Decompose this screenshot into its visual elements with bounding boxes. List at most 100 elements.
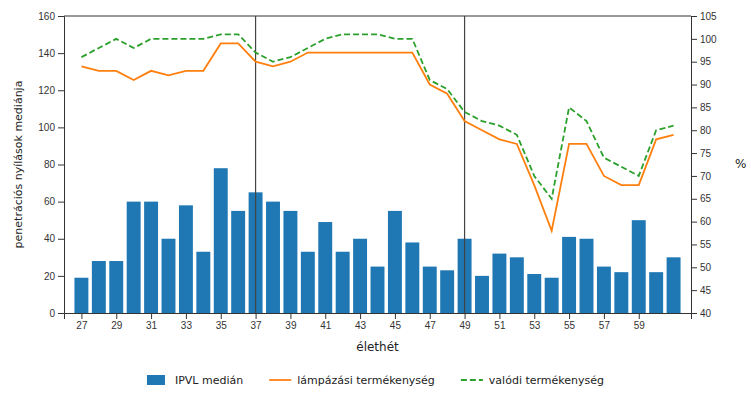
tick-mark [691, 130, 697, 131]
tick: 53 [529, 313, 541, 331]
tick: 55 [691, 239, 712, 250]
bar [440, 270, 454, 313]
x-axis-line [65, 314, 692, 320]
bar [527, 274, 541, 313]
tick: 37 [251, 313, 263, 331]
tick: 100 [691, 34, 717, 45]
tick-label: 100 [700, 34, 717, 45]
tick-label: 27 [76, 320, 88, 331]
tick-mark [186, 313, 187, 319]
tick-mark [58, 127, 64, 128]
bar [127, 202, 141, 313]
tick-mark [116, 313, 117, 319]
bar [580, 239, 594, 313]
tick: 0 [49, 308, 64, 319]
legend-item: valódi termékenység [461, 374, 604, 387]
tick: 100 [38, 122, 64, 133]
tick-mark [604, 313, 605, 319]
bar [162, 239, 176, 313]
tick: 160 [38, 11, 64, 22]
tick: 50 [691, 262, 712, 273]
tick-label: 75 [700, 148, 712, 159]
tick-mark [569, 313, 570, 319]
tick: 60 [691, 216, 712, 227]
bar [301, 252, 315, 313]
bar [614, 272, 628, 313]
tick: 43 [355, 313, 367, 331]
bar [318, 222, 332, 313]
bar [144, 202, 158, 313]
bar [667, 257, 681, 313]
bar [92, 261, 106, 313]
legend-item: lámpázási termékenység [269, 374, 435, 387]
y-axis-title: penetrációs nyílások mediánja [12, 81, 25, 249]
tick-mark [58, 53, 64, 54]
legend-item: IPVL medián [147, 374, 243, 387]
tick-mark [691, 267, 697, 268]
tick-label: 31 [146, 320, 158, 331]
bar [266, 202, 280, 313]
tick-mark [256, 313, 257, 319]
tick-mark [58, 313, 64, 314]
tick-mark [691, 290, 697, 291]
tick-label: 29 [111, 320, 123, 331]
tick-mark [360, 313, 361, 319]
chart: 2729313335373941434547495153555759020406… [0, 0, 751, 393]
tick-label: 45 [700, 285, 712, 296]
tick-label: 51 [494, 320, 506, 331]
tick: 90 [691, 79, 712, 90]
tick-mark [81, 313, 82, 319]
bar [597, 267, 611, 313]
tick-label: 65 [700, 193, 712, 204]
tick: 35 [216, 313, 228, 331]
tick-mark [465, 313, 466, 319]
tick-label: 80 [700, 125, 712, 136]
bar [196, 252, 210, 313]
tick: 33 [181, 313, 193, 331]
bar [649, 272, 663, 313]
tick: 70 [691, 171, 712, 182]
tick-mark [691, 199, 697, 200]
tick-label: 60 [700, 216, 712, 227]
tick-mark [151, 313, 152, 319]
tick-mark [58, 276, 64, 277]
tick-mark [534, 313, 535, 319]
tick: 59 [634, 313, 646, 331]
tick-label: 47 [425, 320, 437, 331]
tick: 60 [44, 196, 64, 207]
tick-mark [290, 313, 291, 319]
tick-label: 0 [49, 308, 55, 319]
tick: 65 [691, 193, 712, 204]
tick-label: 85 [700, 102, 712, 113]
tick-label: 70 [700, 171, 712, 182]
tick: 49 [460, 313, 472, 331]
tick-label: 39 [285, 320, 297, 331]
tick-label: 50 [700, 262, 712, 273]
bar [336, 252, 350, 313]
tick-mark [430, 313, 431, 319]
tick: 85 [691, 102, 712, 113]
tick-mark [325, 313, 326, 319]
bar [423, 267, 437, 313]
tick-label: 40 [44, 233, 56, 244]
y-axis-line [58, 17, 65, 314]
tick-label: 100 [38, 122, 55, 133]
tick-label: 49 [460, 320, 472, 331]
tick-label: 90 [700, 79, 712, 90]
tick-mark [58, 202, 64, 203]
tick: 75 [691, 148, 712, 159]
legend-swatch [461, 379, 483, 381]
tick-mark [691, 313, 697, 314]
tick-label: 35 [216, 320, 228, 331]
legend-label: IPVL medián [175, 374, 243, 387]
tick-label: 80 [44, 159, 56, 170]
tick: 40 [691, 308, 712, 319]
tick: 120 [38, 85, 64, 96]
bar [353, 239, 367, 313]
tick-label: 45 [390, 320, 402, 331]
bar [179, 205, 193, 313]
bar [492, 254, 506, 313]
tick: 57 [599, 313, 611, 331]
tick-label: 59 [634, 320, 646, 331]
tick: 140 [38, 48, 64, 59]
